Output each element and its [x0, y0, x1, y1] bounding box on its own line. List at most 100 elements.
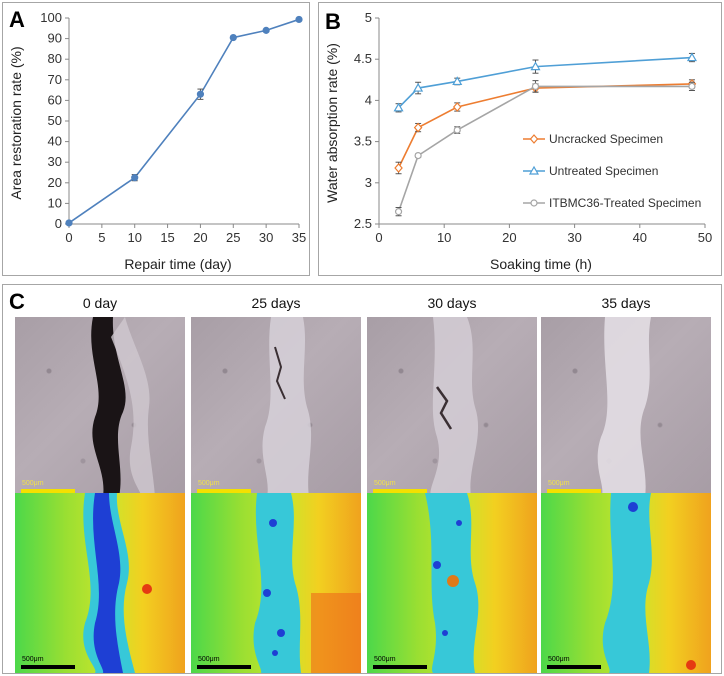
heightmap-35-days: 500μm — [541, 493, 711, 673]
micrograph-0-day: 500μm — [15, 317, 185, 497]
scale-bar — [197, 665, 251, 669]
chart-b-ylabel: Water absorption rate (%) — [324, 43, 340, 203]
chart-b-xlabel: Soaking time (h) — [490, 256, 592, 272]
crack-35-graphic — [597, 317, 651, 497]
chart-b: B Soaking time (h) Water absorption rate… — [324, 9, 712, 272]
data-point — [65, 219, 73, 227]
panel-c-label: C — [9, 289, 25, 314]
x-tick-label: 30 — [259, 230, 273, 245]
y-tick-label: 20 — [48, 175, 62, 190]
data-point — [452, 102, 462, 112]
heightmap-25-graphic — [253, 493, 361, 673]
scale-bar — [547, 665, 601, 669]
heightmap-25-days: 500μm — [191, 493, 361, 673]
panel-b-label: B — [325, 9, 341, 34]
data-point — [414, 152, 422, 160]
column-title-1: 25 days — [251, 295, 301, 311]
x-tick-label: 35 — [292, 230, 306, 245]
y-tick-label: 30 — [48, 154, 62, 169]
scale-bar — [547, 489, 601, 493]
legend-label-2: ITBMC36-Treated Specimen — [549, 196, 701, 210]
legend-label-0: Uncracked Specimen — [549, 132, 663, 146]
heightmap-30-graphic — [425, 493, 479, 673]
y-tick-label: 90 — [48, 31, 62, 46]
x-tick-label: 0 — [65, 230, 72, 245]
legend-label-1: Untreated Specimen — [549, 164, 658, 178]
data-point — [196, 90, 205, 98]
y-tick-label: 10 — [48, 195, 62, 210]
data-point — [531, 82, 540, 90]
data-point — [452, 76, 463, 86]
y-tick-label: 40 — [48, 134, 62, 149]
y-tick-label: 0 — [55, 216, 62, 231]
y-tick-label: 70 — [48, 72, 62, 87]
panel-c: C 0 day 25 days 30 days 35 days 500μm 50… — [2, 284, 722, 674]
scale-label: 500μm — [374, 480, 396, 487]
scale-label: 500μm — [22, 480, 44, 487]
x-tick-label: 15 — [160, 230, 174, 245]
y-tick-label: 2.5 — [354, 216, 372, 231]
column-title-0: 0 day — [82, 295, 118, 311]
y-tick-label: 50 — [48, 113, 62, 128]
data-point — [529, 134, 539, 144]
crack-30-graphic — [430, 317, 479, 497]
column-title-2: 30 days — [427, 295, 477, 311]
data-point — [686, 52, 697, 62]
y-tick-label: 60 — [48, 92, 62, 107]
x-tick-label: 50 — [698, 230, 712, 245]
data-point — [688, 82, 696, 90]
data-point — [394, 163, 403, 173]
x-tick-label: 10 — [437, 230, 451, 245]
x-tick-label: 30 — [567, 230, 581, 245]
x-tick-label: 0 — [375, 230, 382, 245]
data-point — [530, 61, 541, 71]
micrograph-30-days: 500μm — [367, 317, 537, 497]
y-tick-label: 3.5 — [354, 134, 372, 149]
crack-0-graphic — [91, 317, 155, 497]
scale-label: 500μm — [198, 656, 220, 663]
y-tick-label: 3 — [365, 175, 372, 190]
data-point — [528, 165, 540, 175]
crack-25-graphic — [262, 317, 312, 497]
heightmap-30-days: 500μm — [367, 493, 537, 673]
scale-bar — [21, 665, 75, 669]
data-point — [393, 102, 404, 112]
data-point — [453, 126, 461, 134]
data-point — [295, 15, 303, 24]
column-title-3: 35 days — [601, 295, 651, 311]
y-tick-label: 4 — [365, 92, 372, 107]
y-tick-label: 5 — [365, 10, 372, 25]
chart-a-xlabel: Repair time (day) — [124, 256, 231, 272]
series-line-1 — [397, 56, 693, 109]
y-tick-label: 100 — [40, 10, 62, 25]
chart-a: A Repair time (day) Area restoration rat… — [8, 7, 306, 272]
y-tick-label: 80 — [48, 51, 62, 66]
x-tick-label: 20 — [502, 230, 516, 245]
x-tick-label: 25 — [226, 230, 240, 245]
chart-a-ylabel: Area restoration rate (%) — [8, 46, 24, 199]
scale-bar — [373, 665, 427, 669]
scale-bar — [373, 489, 427, 493]
scale-bar — [197, 489, 251, 493]
data-point — [394, 208, 403, 216]
data-point — [131, 174, 139, 182]
x-tick-label: 20 — [193, 230, 207, 245]
series-line-0 — [68, 18, 300, 224]
heightmap-35-graphic — [602, 493, 696, 673]
scale-label: 500μm — [374, 656, 396, 663]
panel-a-label: A — [9, 7, 25, 32]
scale-label: 500μm — [548, 656, 570, 663]
micrograph-25-days: 500μm — [191, 317, 361, 497]
series-line-0 — [397, 83, 692, 169]
data-point — [413, 122, 423, 133]
scale-bar — [21, 489, 75, 493]
scale-label: 500μm — [22, 656, 44, 663]
series-line-2 — [397, 85, 692, 212]
data-point — [262, 26, 270, 34]
data-point — [413, 82, 424, 92]
scale-label: 500μm — [198, 480, 220, 487]
panel-a: A Repair time (day) Area restoration rat… — [2, 2, 310, 276]
x-tick-label: 40 — [633, 230, 647, 245]
micrograph-35-days: 500μm — [541, 317, 711, 497]
x-tick-label: 10 — [127, 230, 141, 245]
